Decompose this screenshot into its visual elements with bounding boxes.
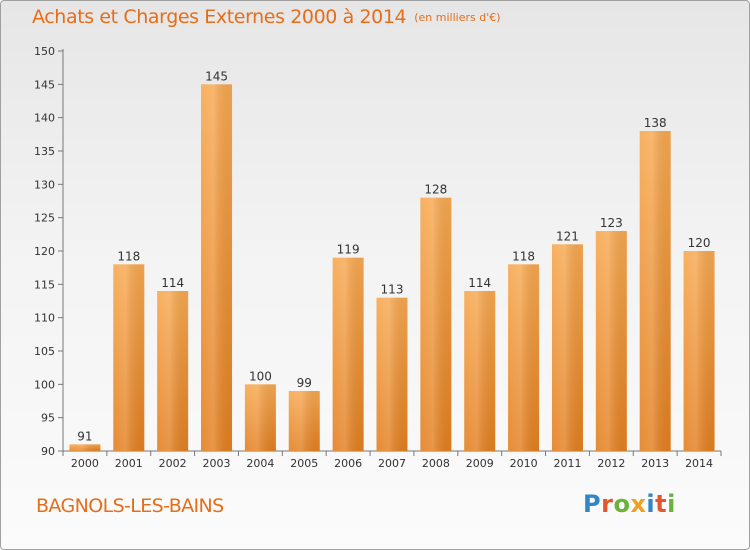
value-label: 128 (424, 183, 447, 197)
value-label: 123 (600, 216, 623, 230)
y-tick-label: 100 (34, 378, 55, 391)
logo-letter: P (583, 490, 602, 518)
y-tick-label: 115 (34, 278, 55, 291)
y-tick-label: 145 (34, 78, 55, 91)
x-tick-label: 2005 (290, 457, 318, 470)
title-unit: (en milliers d'€) (414, 11, 501, 24)
x-tick-label: 2004 (246, 457, 274, 470)
bar-highlight (464, 291, 496, 451)
bar-highlight (113, 264, 145, 451)
x-tick-label: 2008 (422, 457, 450, 470)
commune-name: BAGNOLS-LES-BAINS (36, 495, 224, 517)
x-tick-label: 2010 (510, 457, 538, 470)
x-tick-label: 2012 (597, 457, 625, 470)
x-tick-label: 2006 (334, 457, 362, 470)
value-label: 100 (249, 369, 272, 383)
value-label: 121 (556, 229, 579, 243)
title-main: Achats et Charges Externes 2000 à 2014 (32, 6, 407, 28)
x-tick-label: 2000 (71, 457, 99, 470)
bar-highlight (595, 231, 627, 451)
y-tick-label: 125 (34, 212, 55, 225)
value-label: 138 (644, 116, 667, 130)
bar-highlight (508, 264, 540, 451)
value-label: 145 (205, 69, 228, 83)
value-label: 120 (688, 236, 711, 250)
bar-highlight (639, 131, 671, 451)
value-label: 114 (161, 276, 184, 290)
logo-letter: r (601, 490, 614, 518)
bar-highlight (201, 84, 233, 451)
value-label: 114 (468, 276, 491, 290)
bar-highlight (420, 197, 452, 451)
value-label: 99 (297, 376, 312, 390)
x-tick-label: 2009 (466, 457, 494, 470)
chart-title: Achats et Charges Externes 2000 à 2014 (e… (32, 6, 501, 28)
y-tick-label: 105 (34, 345, 55, 358)
y-tick-label: 135 (34, 145, 55, 158)
value-label: 119 (337, 243, 360, 257)
bar-highlight (244, 384, 276, 451)
bar-highlight (288, 391, 320, 451)
data-labels: 91 118 114 145 100 99 119 113 128 114 118 121 123 138… (77, 69, 710, 443)
y-tick-label: 140 (34, 112, 55, 125)
bar-highlight (683, 251, 715, 451)
x-tick-label: 2007 (378, 457, 406, 470)
y-tick-label: 130 (34, 178, 55, 191)
x-tick-label: 2011 (553, 457, 581, 470)
x-tick-label: 2003 (203, 457, 231, 470)
logo-letter: i (646, 490, 656, 518)
logo-letter: x (630, 490, 647, 518)
x-tick-label: 2013 (641, 457, 669, 470)
x-tick-label: 2002 (159, 457, 187, 470)
y-tick-label: 90 (41, 445, 55, 458)
logo-letter: o (613, 490, 631, 518)
y-tick-label: 150 (34, 45, 55, 58)
value-label: 113 (381, 283, 404, 297)
x-tick-label: 2001 (115, 457, 143, 470)
value-label: 91 (77, 429, 92, 443)
value-label: 118 (117, 249, 140, 263)
bar-highlight (332, 257, 364, 451)
bar-highlight (551, 244, 583, 451)
proxiti-logo[interactable]: Proxiti (583, 490, 676, 518)
y-tick-label: 110 (34, 312, 55, 325)
value-label: 118 (512, 249, 535, 263)
y-tick-label: 120 (34, 245, 55, 258)
x-tick-label: 2014 (685, 457, 713, 470)
bar-highlight (157, 291, 189, 451)
bar-highlight (376, 297, 408, 451)
bar-highlight (69, 444, 101, 451)
bars (69, 84, 715, 451)
logo-letter: t (655, 490, 668, 518)
logo-letter: i (667, 490, 676, 518)
y-tick-label: 95 (41, 412, 55, 425)
